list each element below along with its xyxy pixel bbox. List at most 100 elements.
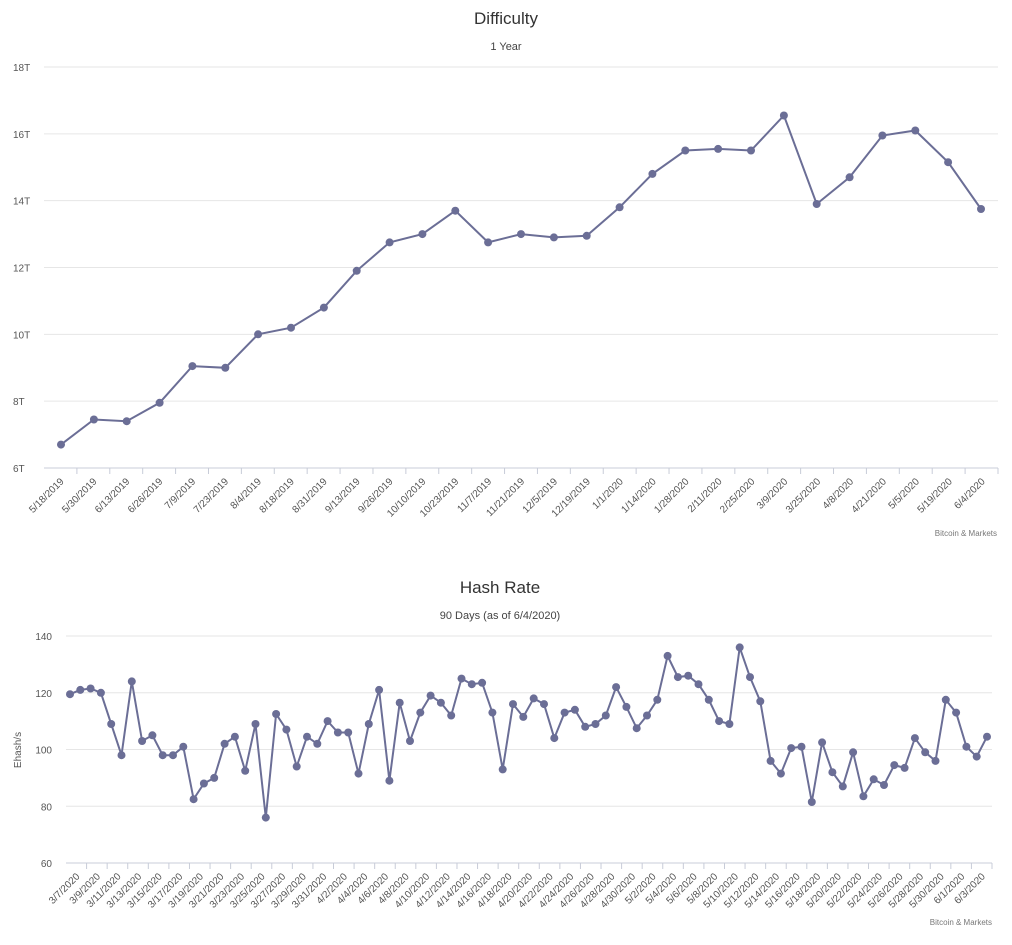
c1-data-point[interactable] (155, 398, 164, 407)
c2-data-point[interactable] (344, 728, 353, 737)
c1-data-point[interactable] (648, 169, 657, 178)
c2-data-point[interactable] (303, 732, 311, 741)
c1-data-point[interactable] (254, 330, 263, 339)
c2-data-point[interactable] (375, 685, 384, 694)
c2-data-point[interactable] (426, 691, 435, 700)
c2-data-point[interactable] (395, 698, 404, 707)
c2-data-point[interactable] (96, 688, 105, 697)
c1-data-point[interactable] (451, 206, 460, 215)
c1-data-point[interactable] (517, 230, 525, 239)
c2-data-point[interactable] (550, 734, 559, 743)
c2-data-point[interactable] (241, 766, 250, 775)
c1-data-point[interactable] (484, 238, 493, 247)
c2-data-point[interactable] (952, 708, 961, 717)
c2-data-point[interactable] (900, 763, 909, 772)
c2-data-point[interactable] (941, 695, 950, 704)
c2-data-point[interactable] (529, 694, 538, 703)
c2-data-point[interactable] (828, 768, 837, 777)
c2-data-point[interactable] (653, 695, 662, 704)
c1-data-point[interactable] (714, 144, 723, 153)
c2-data-point[interactable] (962, 742, 971, 751)
c2-data-point[interactable] (972, 752, 981, 761)
c1-data-point[interactable] (418, 230, 427, 239)
c2-data-point[interactable] (436, 698, 445, 707)
c1-data-point[interactable] (352, 266, 361, 275)
c2-data-point[interactable] (282, 725, 291, 734)
c2-data-point[interactable] (910, 734, 919, 743)
c2-data-point[interactable] (313, 739, 322, 748)
c2-data-point[interactable] (117, 751, 126, 760)
c2-data-point[interactable] (704, 695, 713, 704)
c2-data-point[interactable] (478, 678, 487, 687)
c2-data-point[interactable] (880, 781, 888, 789)
c2-data-point[interactable] (169, 751, 177, 760)
c2-data-point[interactable] (921, 748, 930, 757)
c2-data-point[interactable] (787, 744, 796, 753)
c1-data-point[interactable] (747, 146, 755, 155)
c1-data-point[interactable] (287, 323, 295, 332)
c2-data-point[interactable] (756, 697, 765, 706)
c2-data-point[interactable] (210, 773, 219, 782)
c2-data-point[interactable] (457, 674, 466, 683)
c1-data-point[interactable] (319, 303, 328, 312)
c2-data-point[interactable] (735, 643, 744, 652)
c2-data-point[interactable] (838, 782, 847, 791)
c2-data-point[interactable] (509, 700, 517, 709)
c2-data-point[interactable] (540, 700, 548, 709)
c2-data-point[interactable] (498, 765, 507, 774)
c2-data-point[interactable] (272, 710, 281, 718)
c2-data-point[interactable] (199, 779, 208, 788)
c2-data-point[interactable] (86, 684, 95, 693)
c2-data-point[interactable] (148, 731, 157, 740)
c2-data-point[interactable] (601, 711, 610, 720)
c2-data-point[interactable] (673, 673, 682, 682)
c2-data-point[interactable] (890, 761, 899, 770)
c1-data-point[interactable] (549, 233, 558, 242)
c2-data-point[interactable] (663, 651, 672, 660)
c2-data-point[interactable] (138, 737, 147, 745)
c2-data-point[interactable] (807, 798, 816, 806)
c1-data-point[interactable] (615, 203, 624, 212)
c2-data-point[interactable] (333, 728, 342, 737)
c2-data-point[interactable] (158, 751, 167, 760)
c2-data-point[interactable] (292, 762, 301, 771)
c2-data-point[interactable] (859, 792, 868, 801)
c1-data-point[interactable] (582, 231, 591, 240)
c1-data-point[interactable] (221, 363, 230, 372)
c2-data-point[interactable] (983, 732, 991, 741)
c2-data-point[interactable] (746, 673, 754, 682)
c2-data-point[interactable] (179, 742, 188, 751)
c1-data-point[interactable] (878, 131, 887, 140)
c2-data-point[interactable] (622, 702, 631, 711)
c2-data-point[interactable] (467, 680, 476, 689)
c2-data-point[interactable] (931, 756, 940, 765)
c2-data-point[interactable] (725, 720, 734, 728)
c1-data-point[interactable] (944, 158, 953, 167)
c2-data-point[interactable] (519, 712, 528, 721)
c2-data-point[interactable] (684, 671, 693, 680)
c2-data-point[interactable] (581, 722, 590, 731)
c1-data-point[interactable] (812, 200, 821, 208)
c2-data-point[interactable] (447, 711, 456, 720)
difficulty-credit[interactable]: Bitcoin & Markets (935, 529, 997, 538)
c2-data-point[interactable] (570, 705, 579, 714)
c1-data-point[interactable] (89, 415, 98, 424)
c1-data-point[interactable] (57, 440, 65, 449)
c2-data-point[interactable] (632, 724, 641, 733)
c1-data-point[interactable] (977, 205, 985, 213)
c1-data-point[interactable] (385, 238, 394, 247)
c2-data-point[interactable] (364, 720, 373, 728)
c1-data-point[interactable] (188, 362, 197, 371)
c1-data-point[interactable] (681, 146, 690, 155)
c2-data-point[interactable] (261, 813, 270, 822)
c2-data-point[interactable] (849, 748, 858, 757)
c2-data-point[interactable] (818, 738, 827, 747)
c2-data-point[interactable] (127, 677, 136, 686)
c2-data-point[interactable] (416, 708, 425, 717)
c2-data-point[interactable] (76, 685, 85, 694)
c2-data-point[interactable] (591, 720, 600, 728)
c2-data-point[interactable] (251, 720, 260, 728)
c2-data-point[interactable] (797, 742, 806, 751)
c2-data-point[interactable] (385, 776, 394, 785)
c2-data-point[interactable] (715, 717, 724, 726)
